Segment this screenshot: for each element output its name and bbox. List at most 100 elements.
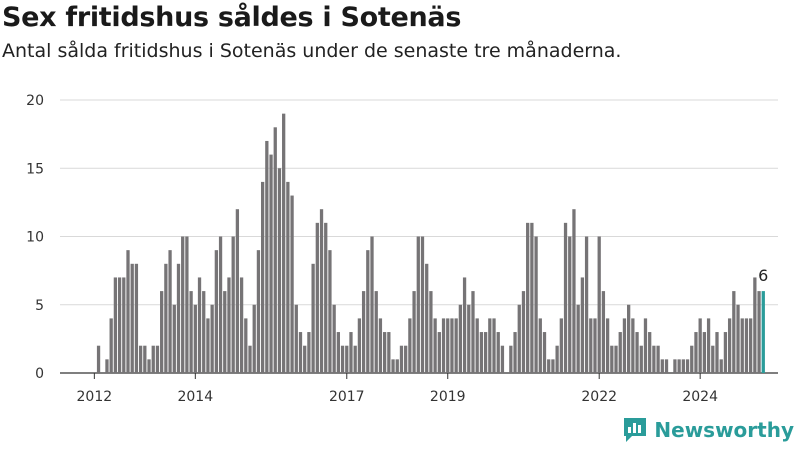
bar (547, 359, 551, 373)
bar (584, 236, 589, 373)
bar (382, 332, 387, 373)
bar (117, 277, 122, 373)
bar (260, 181, 265, 373)
annotations: 6 (758, 266, 768, 285)
x-tick-label: 2024 (682, 389, 718, 405)
bar (639, 345, 643, 373)
bar (568, 236, 572, 373)
bar (652, 345, 656, 373)
bar (740, 318, 744, 373)
bar (395, 359, 399, 373)
bar (589, 318, 593, 373)
chart-subtitle: Antal sålda fritidshus i Sotenäs under d… (2, 40, 622, 62)
bar (399, 345, 404, 373)
bar (425, 263, 429, 373)
bar (475, 318, 479, 373)
bar (357, 318, 362, 373)
bar (307, 332, 311, 373)
bar (349, 332, 353, 373)
x-axis: 2012 2014 2017 2019 2022 2024 (77, 373, 718, 405)
bar (147, 359, 151, 373)
bar (244, 318, 248, 373)
bar (702, 332, 707, 373)
bar (126, 250, 130, 373)
bar (391, 359, 395, 373)
bar (530, 222, 534, 373)
bar (483, 332, 488, 373)
bar (143, 345, 147, 373)
bar (631, 318, 635, 373)
bar (109, 318, 113, 373)
bar (374, 291, 378, 373)
bar (467, 304, 471, 373)
bar (462, 277, 467, 373)
bar (534, 236, 538, 373)
bar (694, 332, 698, 373)
y-tick-label: 15 (26, 161, 44, 177)
bar (223, 291, 227, 373)
bar (555, 345, 559, 373)
bar (353, 345, 357, 373)
bar (685, 359, 690, 373)
bar (563, 222, 568, 373)
bar (256, 250, 261, 373)
x-tick-label: 2022 (581, 389, 617, 405)
bar (303, 345, 307, 373)
bar (176, 263, 181, 373)
bar (648, 332, 652, 373)
bar (227, 277, 231, 373)
bar (155, 345, 160, 373)
y-tick-label: 10 (26, 230, 44, 246)
bar (239, 277, 244, 373)
bar (433, 318, 437, 373)
brand: Newsworthy (622, 416, 794, 444)
bar (252, 304, 256, 373)
bar (664, 359, 669, 373)
newsworthy-logo-icon (624, 418, 647, 442)
bar (416, 236, 420, 373)
bar (673, 359, 677, 373)
bar (189, 291, 193, 373)
bar (732, 291, 736, 373)
x-tick-label: 2012 (77, 389, 113, 405)
bar (593, 318, 597, 373)
bar (551, 359, 555, 373)
bar (130, 263, 134, 373)
bar (749, 318, 753, 373)
bar (298, 332, 303, 373)
bar (509, 345, 513, 373)
bar (622, 318, 627, 373)
bar (538, 318, 542, 373)
bar (218, 236, 223, 373)
bar (324, 222, 328, 373)
last-value-label: 6 (758, 266, 768, 285)
bar (757, 291, 761, 373)
bar (711, 345, 715, 373)
bar (172, 304, 176, 373)
bar (340, 345, 345, 373)
bar (113, 277, 118, 373)
bar (311, 263, 315, 373)
bar (660, 359, 664, 373)
bar (282, 113, 286, 374)
bar (698, 318, 702, 373)
x-tick-label: 2019 (430, 389, 466, 405)
bar (488, 318, 492, 373)
bar (168, 250, 172, 373)
bar (706, 318, 711, 373)
bar (248, 345, 252, 373)
bar (206, 318, 210, 373)
brand-name: Newsworthy (654, 418, 794, 442)
bar (597, 236, 601, 373)
bar (727, 318, 732, 373)
bar (269, 154, 273, 373)
bar (437, 332, 441, 373)
bar (450, 318, 454, 373)
bar (635, 332, 639, 373)
bar (496, 332, 500, 373)
y-tick-label: 20 (26, 93, 44, 109)
bar (361, 291, 366, 373)
bar (719, 359, 723, 373)
bar (446, 318, 450, 373)
bar (618, 332, 622, 373)
